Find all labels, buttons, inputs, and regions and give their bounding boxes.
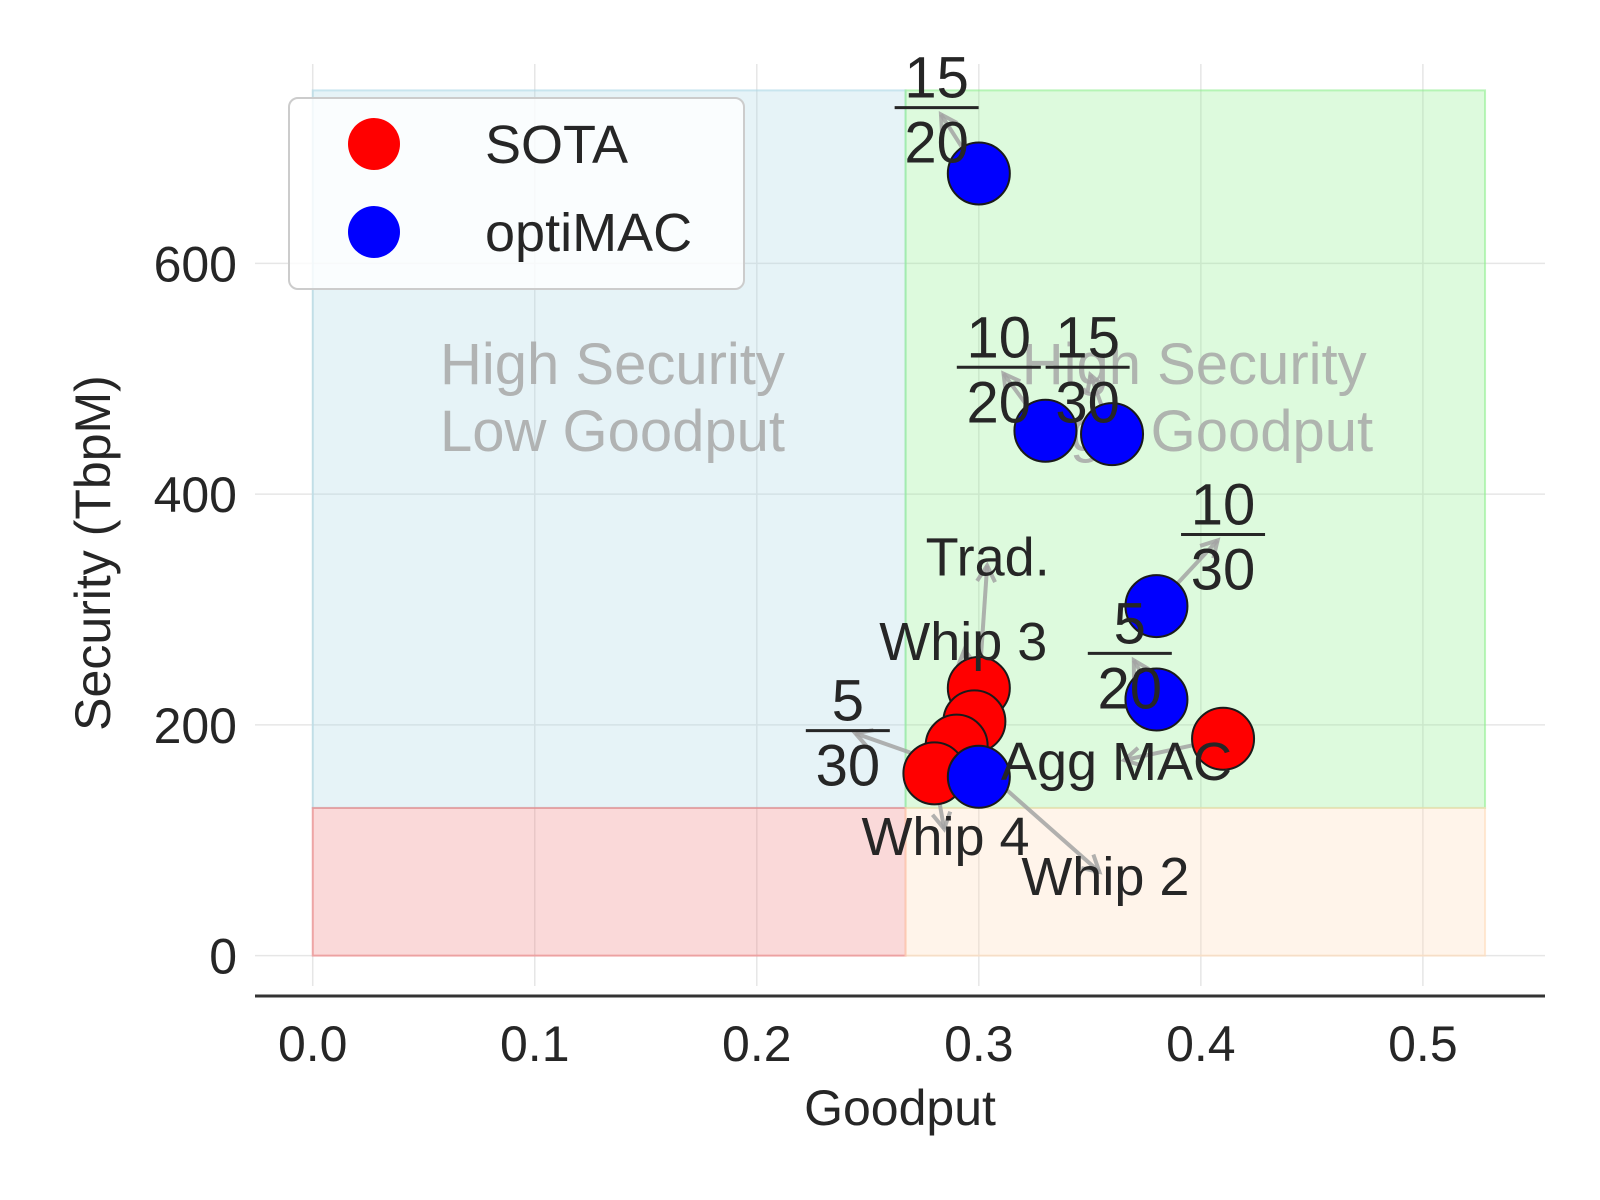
fraction-numerator: 5 [832, 669, 864, 734]
annotation-arrow-head [930, 810, 953, 833]
annotation-arrow-head [1131, 656, 1151, 679]
annotation-arrow-head [975, 561, 997, 584]
legend-marker-optimac [348, 206, 400, 258]
region-label-high-security-low-goodput-line-1: Low Goodput [440, 399, 785, 464]
x-tick-label: 0.2 [722, 1016, 792, 1072]
x-axis-title: Goodput [804, 1080, 996, 1136]
annotation-arrow-head [1085, 370, 1106, 394]
legend-label-optimac: optiMAC [485, 203, 692, 263]
legend: SOTA optiMAC [288, 97, 745, 290]
x-tick-label: 0.0 [278, 1016, 348, 1072]
point-label: Agg MAC [1001, 732, 1232, 792]
annotation-arrow-head [938, 110, 959, 133]
fraction-denominator: 20 [967, 370, 1032, 435]
annotation-arrow-head [1081, 853, 1103, 875]
fraction-denominator: 20 [904, 111, 969, 176]
fraction-denominator: 30 [1055, 370, 1120, 435]
y-axis-title: Security (TbpM) [65, 375, 121, 731]
y-tick-label: 0 [209, 929, 237, 985]
data-point-optimac [1124, 574, 1189, 639]
point-label: Whip 3 [879, 612, 1047, 672]
fraction-numerator: 5 [1114, 591, 1146, 656]
annotation-arrow-head [1120, 746, 1143, 768]
y-tick-label: 200 [154, 698, 237, 754]
fraction-numerator: 15 [1055, 305, 1120, 370]
legend-marker-sota [348, 118, 400, 170]
annotation-arrow-head [1199, 537, 1221, 559]
x-tick-label: 0.5 [1388, 1016, 1458, 1072]
legend-box [288, 97, 745, 290]
x-tick-label: 0.1 [500, 1016, 570, 1072]
x-tick-label: 0.3 [944, 1016, 1014, 1072]
fraction-denominator: 20 [1098, 656, 1163, 721]
fraction-label: 530 [805, 669, 890, 799]
x-tick-label: 0.4 [1166, 1016, 1236, 1072]
data-points [902, 141, 1256, 809]
data-point-optimac [946, 141, 1011, 206]
fraction-numerator: 10 [967, 305, 1032, 370]
fraction-denominator: 30 [816, 734, 881, 799]
point-label: Whip 2 [1021, 847, 1189, 907]
point-label: Whip 4 [861, 807, 1029, 867]
region-low-security-low-goodput [311, 806, 907, 957]
y-tick-label: 600 [154, 236, 237, 292]
data-point-optimac [1124, 667, 1189, 732]
data-point-sota [1191, 706, 1256, 771]
region-label-high-security-low-goodput-line-0: High Security [440, 332, 785, 397]
data-point-optimac [946, 744, 1011, 809]
point-label: Trad. [926, 528, 1050, 588]
region-low-security-high-goodput [904, 806, 1487, 957]
fraction-numerator: 15 [904, 46, 969, 111]
y-tick-label: 400 [154, 467, 237, 523]
data-point-optimac [1013, 398, 1078, 463]
axis-ticks: 0.0 0.1 0.2 0.3 0.4 0.5 0 200 400 600 [154, 236, 1458, 1072]
data-point-optimac [1080, 402, 1145, 467]
legend-label-sota: SOTA [485, 115, 628, 175]
fraction-numerator: 10 [1191, 473, 1256, 538]
annotation-arrow-head [1001, 370, 1022, 393]
fraction-denominator: 30 [1191, 538, 1256, 603]
fraction-label: 520 [1087, 591, 1172, 721]
region-label-high-security-high-goodput-line-0: High Security [1022, 332, 1367, 397]
